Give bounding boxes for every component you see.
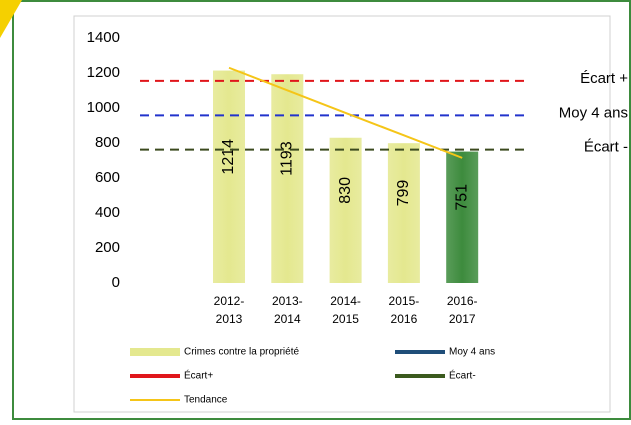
data-label: 1214 <box>220 139 237 175</box>
data-label: 830 <box>337 177 354 204</box>
legend-label: Écart- <box>449 369 476 382</box>
y-tick-label: 1200 <box>87 64 120 81</box>
bar <box>387 143 420 283</box>
data-label: 1193 <box>279 141 296 176</box>
legend-label: Écart+ <box>184 369 213 382</box>
reference-label: Écart - <box>584 139 628 156</box>
y-tick-label: 200 <box>95 239 120 256</box>
x-tick-line: 2013 <box>216 312 243 326</box>
x-tick-line: 2016- <box>447 294 478 308</box>
x-tick-line: 2015- <box>389 294 420 308</box>
data-label: 799 <box>395 180 412 207</box>
reference-label: Moy 4 ans <box>559 104 628 121</box>
x-tick-line: 2017 <box>449 312 476 326</box>
plot-frame <box>73 15 611 413</box>
legend-label: Crimes contre la propriété <box>184 347 299 358</box>
x-tick-line: 2013- <box>272 294 303 308</box>
bar <box>271 74 304 283</box>
x-tick-label: 2012- 2013 <box>214 294 245 326</box>
bar <box>329 137 362 283</box>
bar <box>213 70 245 283</box>
x-tick-label: 2016- 2017 <box>447 294 478 326</box>
x-tick-line: 2012- <box>214 294 245 308</box>
y-tick-label: 400 <box>95 204 120 221</box>
x-tick-line: 2014- <box>330 294 361 308</box>
legend-label: Moy 4 ans <box>449 347 495 358</box>
corner-decoration <box>0 0 22 38</box>
trend-line <box>228 66 463 159</box>
x-tick-label: 2013- 2014 <box>272 294 303 326</box>
data-label: 751 <box>453 184 470 211</box>
x-tick-line: 2016 <box>391 312 418 326</box>
reference-label: Écart + <box>580 70 628 87</box>
bar <box>446 151 479 283</box>
x-tick-label: 2015- 2016 <box>389 294 420 326</box>
y-tick-label: 0 <box>112 274 120 291</box>
legend-label: Tendance <box>184 395 228 406</box>
x-tick-line: 2014 <box>274 312 301 326</box>
y-tick-label: 1000 <box>87 99 120 116</box>
legend-swatch <box>130 348 180 356</box>
frame <box>12 0 631 420</box>
x-tick-line: 2015 <box>332 312 359 326</box>
y-tick-label: 1400 <box>87 29 120 46</box>
y-tick-label: 800 <box>95 134 120 151</box>
x-tick-label: 2014- 2015 <box>330 294 361 326</box>
y-tick-label: 600 <box>95 169 120 186</box>
